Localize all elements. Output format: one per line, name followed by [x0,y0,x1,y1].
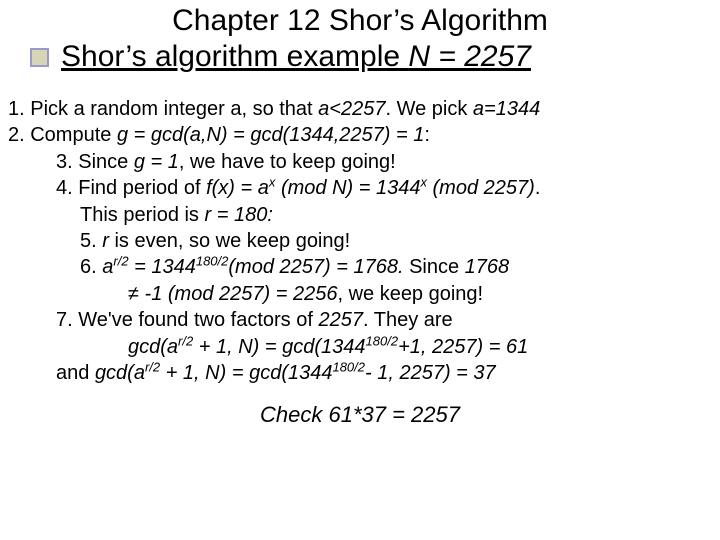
body-text: 1. Pick a random integer a, so that a<22… [0,74,720,429]
t: 1. Pick a random integer a, so that [8,98,318,120]
t: -1 (mod 2257) = 2256 [145,283,338,305]
t: 2257 [318,309,363,331]
t: r/2 [178,333,193,348]
t: (mod 2257) = 1768. [228,256,403,278]
step-3: 3. Since g = 1, we have to keep going! [8,149,712,175]
step-4-cont: This period is r = 180: [8,202,712,228]
subtitle: Shor’s algorithm example N = 2257 [61,40,531,74]
slide: Chapter 12 Shor’s Algorithm Shor’s algor… [0,0,720,540]
t: +1, 2257) = 61 [398,336,528,358]
t: 4. Find period of [56,177,206,199]
t: a=1344 [473,98,540,120]
step-7: 7. We've found two factors of 2257. They… [8,307,712,333]
subtitle-eq: N = 2257 [408,40,531,73]
t: 7. We've found two factors of [56,309,318,331]
t: 6. [80,256,102,278]
subtitle-prefix: Shor’s algorithm example [61,40,408,73]
t: + 1, N) = gcd(1344 [193,336,365,358]
t: and [56,362,95,384]
t: a [102,256,113,278]
step-2: 2. Compute g = gcd(a,N) = gcd(1344,2257)… [8,122,712,148]
t: . [535,177,541,199]
step-7-line2: and gcd(ar/2 + 1, N) = gcd(1344180/2- 1,… [8,360,712,386]
t: = 1344 [129,256,196,278]
step-5: 5. r is even, so we keep going! [8,228,712,254]
step-4: 4. Find period of f(x) = ax (mod N) = 13… [8,175,712,201]
t: 180/2 [196,254,229,269]
t: 5. [80,230,102,252]
t: 180/2 [366,333,399,348]
check-line: Check 61*37 = 2257 [8,400,712,429]
t: 1768 [465,256,510,278]
chapter-title: Chapter 12 Shor’s Algorithm [0,0,720,38]
t: r/2 [113,254,128,269]
t: r/2 [145,359,160,374]
t: 2. Compute [8,124,117,146]
t: ≠ [128,283,145,305]
t: g = 1 [134,151,179,173]
t: is even, so we keep going! [109,230,350,252]
step-7-line1: gcd(ar/2 + 1, N) = gcd(1344180/2+1, 2257… [8,334,712,360]
t: : [424,124,430,146]
t: (mod 2257) [427,177,535,199]
t: a<2257 [318,98,385,120]
step-6: 6. ar/2 = 1344180/2(mod 2257) = 1768. Si… [8,254,712,280]
t: 180/2 [332,359,365,374]
bullet-icon [30,48,49,67]
t: , we keep going! [337,283,483,305]
t: Since [404,256,465,278]
t: . We pick [385,98,472,120]
t: - 1, 2257) = 37 [365,362,496,384]
t: 3. Since [56,151,134,173]
t: , we have to keep going! [179,151,396,173]
t: g = gcd(a,N) = gcd(1344,2257) = 1 [117,124,424,146]
t: This period is [80,204,205,226]
t: . They are [363,309,453,331]
step-1: 1. Pick a random integer a, so that a<22… [8,96,712,122]
step-6-cont: ≠ -1 (mod 2257) = 2256, we keep going! [8,281,712,307]
t: gcd(a [128,336,178,358]
t: + 1, N) = gcd(1344 [160,362,332,384]
t: f(x) = a [206,177,269,199]
t: r = 180: [205,204,273,226]
t: gcd(a [95,362,145,384]
t: (mod N) = 1344 [275,177,420,199]
t: r [102,230,109,252]
subtitle-row: Shor’s algorithm example N = 2257 [0,40,720,74]
